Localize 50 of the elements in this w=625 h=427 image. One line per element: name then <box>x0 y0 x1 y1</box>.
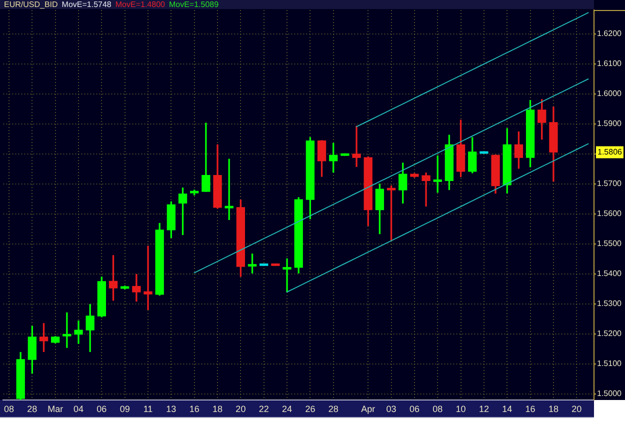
x-tick-label: 11 <box>143 404 153 414</box>
y-tick-label: 1.5600 <box>597 209 622 218</box>
y-tick-label: 1.5000 <box>597 389 622 398</box>
x-tick-label: 16 <box>525 404 536 414</box>
x-tick-label: 06 <box>96 404 107 414</box>
y-tick-label: 1.5500 <box>597 239 622 248</box>
y-tick-label: 1.5200 <box>597 329 622 338</box>
text: MovE=1.5748 <box>62 0 112 10</box>
y-tick-label: 1.5300 <box>597 299 622 308</box>
candlestick <box>282 258 292 292</box>
text: MovE=1.4800 <box>115 0 166 10</box>
x-tick-label: 22 <box>258 404 269 414</box>
x-tick-label: Mar <box>48 404 64 414</box>
chart-title: EUR/USD_BID <box>4 0 58 10</box>
x-tick-label: 28 <box>27 404 38 414</box>
candlestick <box>74 320 83 344</box>
candlestick <box>202 122 210 192</box>
x-tick-label: 09 <box>120 404 130 414</box>
y-tick-label: 1.5400 <box>597 269 622 278</box>
x-tick-label: Apr <box>361 404 376 414</box>
candlestick <box>62 312 72 348</box>
text: MovE=1.5089 <box>168 0 220 10</box>
candlestick <box>132 274 141 302</box>
x-tick-label: 04 <box>74 404 84 414</box>
x-tick-label: 16 <box>189 404 200 414</box>
candlestick <box>144 246 152 310</box>
y-tick-label: 1.6000 <box>597 89 622 98</box>
y-tick-label: 1.5900 <box>597 119 622 128</box>
x-tick-label: 03 <box>386 404 396 414</box>
x-tick-label: 18 <box>548 404 558 414</box>
x-tick-label: 24 <box>282 404 292 414</box>
x-tick-label: 26 <box>305 404 316 414</box>
x-tick-label: 14 <box>502 404 512 414</box>
x-tick-label: 12 <box>478 404 489 414</box>
x-tick-label: 28 <box>328 404 338 414</box>
candlestick <box>422 172 430 207</box>
x-tick-label: 13 <box>166 404 176 414</box>
annotation: 1.5806 <box>598 147 623 156</box>
x-tick-label: 20 <box>572 404 582 414</box>
y-tick-label: 1.5700 <box>597 179 622 188</box>
y-tick-label: 1.5100 <box>597 359 622 368</box>
x-tick-label: 08 <box>4 404 14 414</box>
candlestick <box>352 126 361 167</box>
y-tick-label: 1.6200 <box>597 29 622 38</box>
x-tick-label: 18 <box>212 404 223 414</box>
x-tick-label: 20 <box>236 404 246 414</box>
x-tick-label: 10 <box>456 404 466 414</box>
x-tick-label: 06 <box>409 404 420 414</box>
y-tick-label: 1.6100 <box>597 59 622 68</box>
x-tick-label: 08 <box>432 404 443 414</box>
